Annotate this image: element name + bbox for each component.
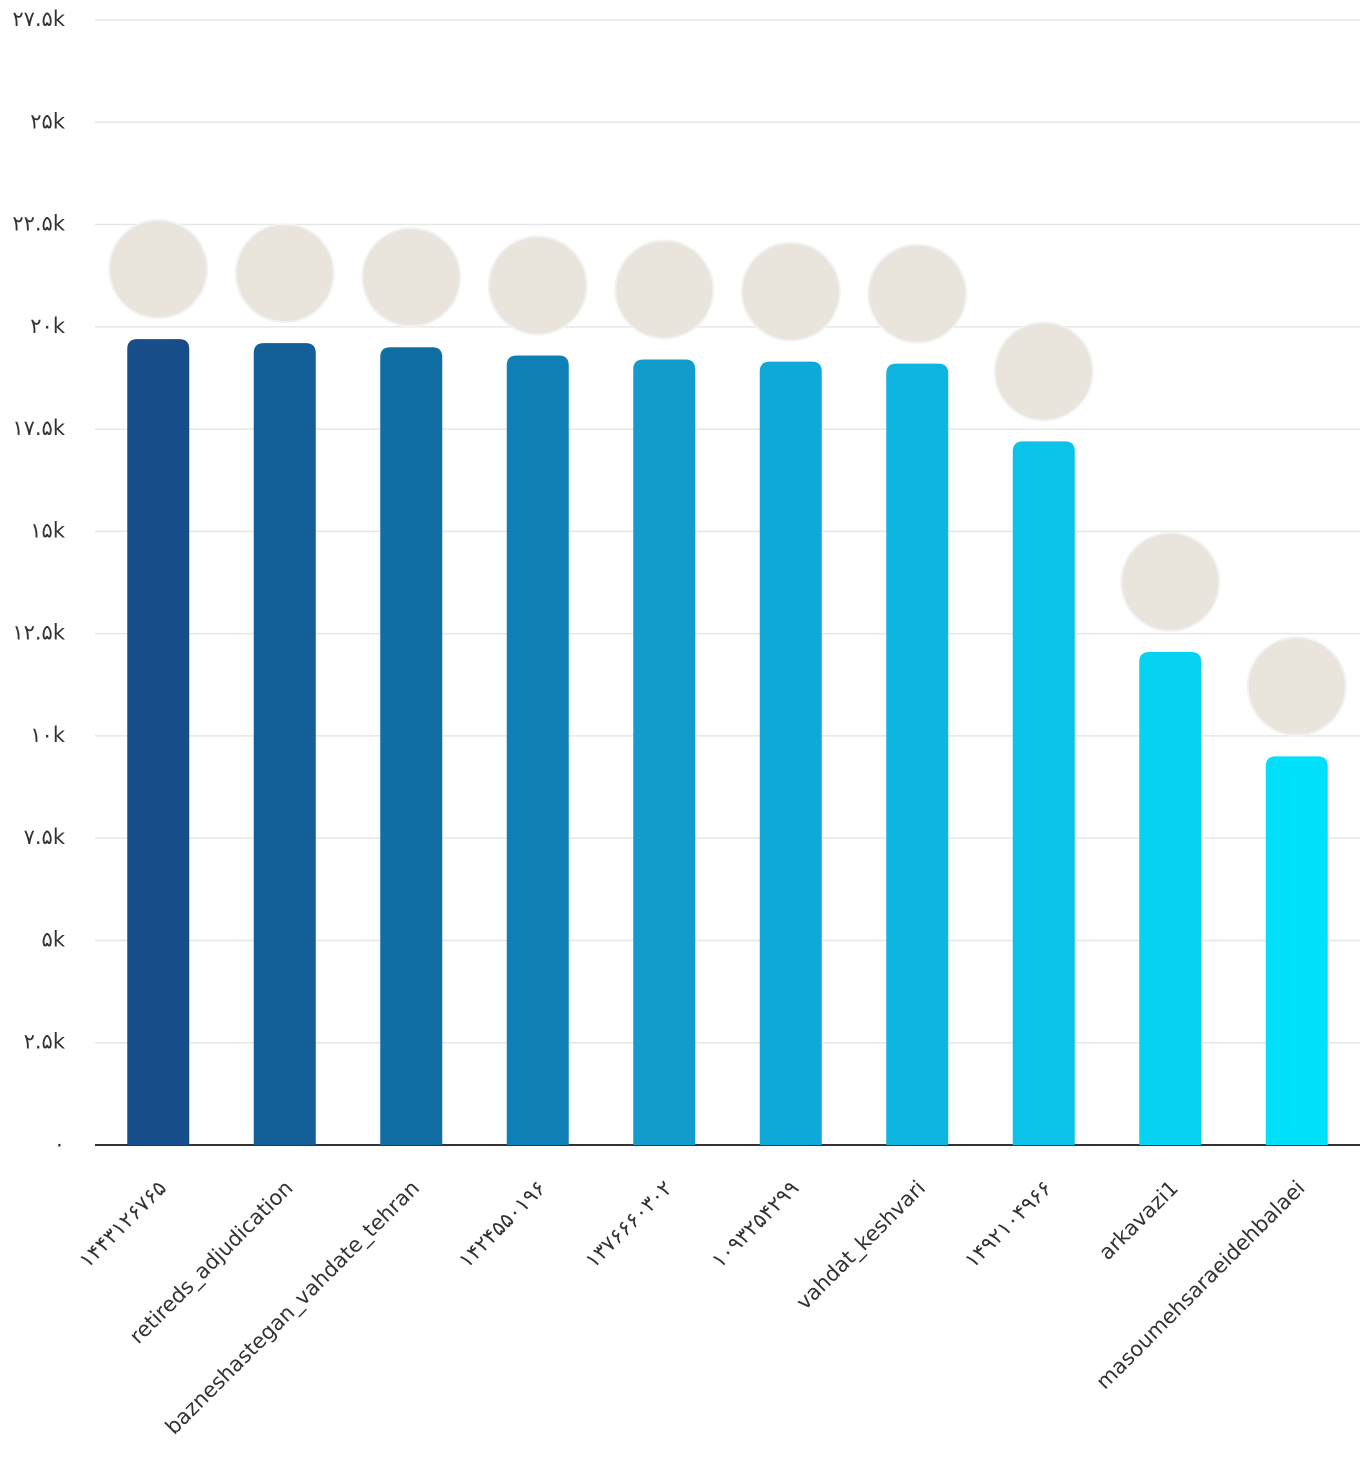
bar: [886, 363, 949, 1145]
y-tick-label: ۵k: [42, 927, 66, 951]
y-tick-label: ۲۲.۵k: [12, 212, 66, 236]
y-tick-label: ۲.۵k: [24, 1030, 66, 1054]
x-tick-label: ۱۴۹۲۱۰۴۹۶۶: [960, 1176, 1057, 1273]
avatar: [740, 241, 841, 342]
bar: [253, 343, 316, 1145]
avatar: [234, 223, 335, 324]
x-tick-label: bazneshastegan_vahdate_tehran: [161, 1176, 425, 1440]
avatar: [1246, 636, 1347, 737]
y-tick-label: ۱۷.۵k: [12, 416, 66, 440]
x-tick-label: ۱۰۹۳۲۵۴۲۹۹: [707, 1176, 804, 1273]
bar: [1012, 441, 1075, 1145]
x-tick-label: ۱۳۷۶۶۶۰۳۰۲: [580, 1176, 677, 1273]
y-tick-label: ۲۷.۵k: [12, 7, 66, 31]
avatar: [1120, 532, 1221, 633]
y-tick-label: ۰: [54, 1132, 65, 1156]
y-tick-label: ۱۵k: [30, 518, 66, 542]
y-tick-label: ۷.۵k: [24, 825, 66, 849]
bar: [506, 355, 569, 1145]
bar: [127, 339, 190, 1145]
avatar: [867, 243, 968, 344]
x-tick-label: ۱۴۲۴۵۵۰۱۹۶: [454, 1176, 551, 1273]
x-tick-label: vahdat_keshvari: [792, 1176, 931, 1315]
avatar: [487, 235, 588, 336]
y-tick-label: ۱۰k: [30, 723, 66, 747]
avatar: [993, 321, 1094, 422]
avatar: [614, 239, 715, 340]
x-tick-label: arkavazi1: [1094, 1176, 1183, 1265]
x-tick-label: masoumehsaraeidehbalaei: [1091, 1176, 1309, 1394]
bar: [1265, 756, 1328, 1145]
bar: [1139, 652, 1202, 1145]
y-tick-label: ۱۲.۵k: [12, 621, 66, 645]
y-tick-label: ۲۰k: [30, 314, 66, 338]
avatar: [361, 227, 462, 328]
y-tick-label: ۲۵k: [30, 109, 66, 133]
x-tick-label: ۱۴۴۳۱۲۶۷۶۵: [74, 1176, 171, 1273]
bar: [633, 359, 696, 1146]
avatar: [108, 219, 209, 320]
bar: [759, 361, 822, 1145]
bar: [380, 347, 443, 1146]
